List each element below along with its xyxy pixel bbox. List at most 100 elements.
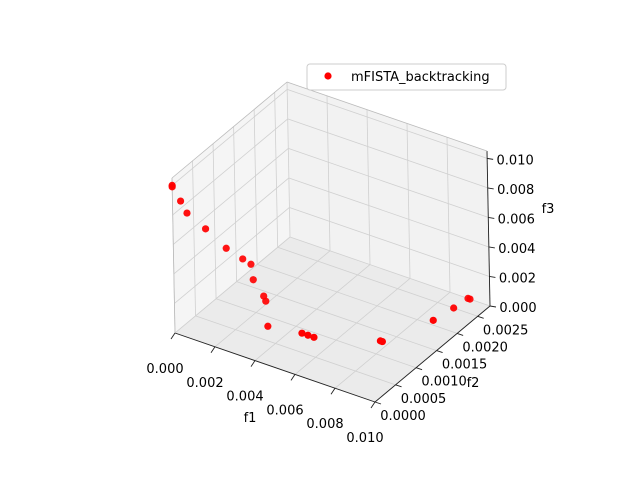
grid-line-y xyxy=(195,315,396,386)
grid-line-z xyxy=(289,236,491,307)
grid-line-x xyxy=(294,278,411,375)
grid-line-y xyxy=(215,298,417,369)
z-tick xyxy=(489,305,497,308)
data-point xyxy=(429,316,437,324)
grid-line-x xyxy=(214,250,331,348)
grid-line-z xyxy=(171,89,288,186)
grid-line-z xyxy=(287,118,488,189)
data-points xyxy=(168,181,474,346)
grid-line-x xyxy=(286,81,291,238)
pane-edge xyxy=(171,81,288,179)
data-point xyxy=(176,197,185,205)
pane-left xyxy=(172,82,290,333)
grid-line-z xyxy=(174,236,291,334)
y-tick-label: 0.0015 xyxy=(442,358,488,373)
x-tick xyxy=(330,387,336,395)
axis-lines xyxy=(171,81,491,403)
z-tick-label: 0.004 xyxy=(498,242,535,257)
y-tick-label: 0.0025 xyxy=(483,323,529,338)
grid-line-y xyxy=(253,109,258,265)
x-tick xyxy=(370,401,376,409)
grid-line-x xyxy=(406,123,411,279)
grid-line-y xyxy=(277,246,478,317)
x-tick xyxy=(210,346,216,354)
grid-line-z xyxy=(173,177,290,275)
data-point xyxy=(450,304,458,312)
z-tick-label: 0.002 xyxy=(499,271,536,286)
grid-line-y xyxy=(274,92,279,248)
z-tick xyxy=(488,246,495,249)
z-tick-label: 0.008 xyxy=(497,183,534,198)
z-axis-line xyxy=(486,150,491,307)
tick-marks xyxy=(170,157,497,409)
grid-line-z xyxy=(288,148,489,218)
grid-line-x xyxy=(254,264,371,361)
legend-frame xyxy=(306,63,507,91)
z-tick xyxy=(487,187,494,190)
x-tick-label: 0.004 xyxy=(226,390,263,405)
x-tick xyxy=(170,332,176,340)
legend: mFISTA_backtracking xyxy=(306,63,507,91)
grid-line-y xyxy=(233,126,238,282)
pane-back xyxy=(287,82,490,306)
x-tick xyxy=(250,360,256,367)
z-tick xyxy=(489,276,496,278)
grid-line-z xyxy=(173,148,289,245)
y-tick-label: 0.0000 xyxy=(380,409,426,424)
grid-line-z xyxy=(287,89,488,159)
y-tick-label: 0.0010 xyxy=(421,375,467,390)
data-point xyxy=(183,209,191,217)
x-tick-label: 0.002 xyxy=(186,376,223,391)
y-tick-label: 0.0020 xyxy=(462,340,508,355)
grid-line-z xyxy=(288,177,489,248)
x-tick-label: 0.000 xyxy=(146,362,183,377)
x-tick xyxy=(290,374,296,381)
y-tick xyxy=(436,350,443,353)
tick-labels: 0.0000.0020.0040.0060.0080.0100.00000.00… xyxy=(146,153,536,446)
data-point xyxy=(168,183,176,191)
y-tick-label: 0.0005 xyxy=(401,392,447,407)
x-tick-label: 0.010 xyxy=(346,431,383,446)
grid-line-x xyxy=(366,109,371,265)
data-point xyxy=(239,255,247,263)
y-tick xyxy=(457,333,464,336)
data-point xyxy=(262,297,270,305)
data-point xyxy=(310,333,318,341)
x-axis-line xyxy=(174,332,376,403)
data-point xyxy=(247,260,255,268)
grid-line-x xyxy=(326,95,331,251)
data-point xyxy=(378,337,386,346)
z-tick xyxy=(488,216,495,219)
data-point xyxy=(222,244,230,252)
z-tick-label: 0.000 xyxy=(499,301,536,316)
grid-line-y xyxy=(212,143,217,299)
grid-line-z xyxy=(174,207,290,304)
grid-line-y xyxy=(192,160,196,316)
legend-marker xyxy=(324,72,332,80)
grid-line-y xyxy=(257,264,458,334)
x-axis-label: f1 xyxy=(244,411,257,426)
y-tick xyxy=(374,401,382,405)
grid-line-x xyxy=(446,137,451,293)
legend-label: mFISTA_backtracking xyxy=(351,70,490,85)
x-tick-label: 0.006 xyxy=(266,403,303,418)
grid-line-z xyxy=(289,207,490,277)
grid-line-x xyxy=(334,291,451,389)
data-point xyxy=(304,331,312,339)
data-point xyxy=(264,322,272,330)
y-axis-line xyxy=(374,305,491,403)
data-point xyxy=(201,225,210,233)
z-tick-label: 0.010 xyxy=(497,153,534,168)
y-axis-label: f2 xyxy=(467,376,480,391)
pane-edge xyxy=(286,81,488,152)
y-tick xyxy=(395,384,402,388)
grid-line-y xyxy=(236,281,437,351)
y-tick xyxy=(477,315,484,319)
grid-line-z xyxy=(172,118,288,216)
data-point xyxy=(298,329,306,337)
pane-edge xyxy=(171,177,176,334)
data-point xyxy=(249,276,257,284)
z-tick xyxy=(487,157,494,160)
y-tick xyxy=(415,367,423,371)
